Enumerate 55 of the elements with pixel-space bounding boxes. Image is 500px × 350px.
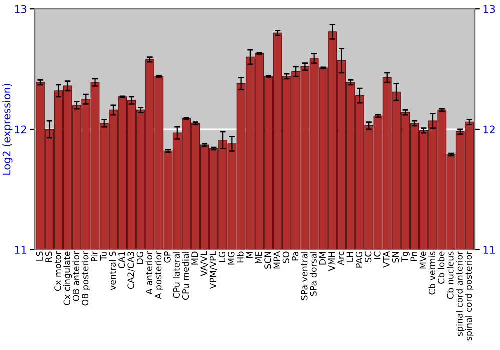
x-tick-label: PAG [356,252,363,268]
x-tick-label: RS [46,252,52,262]
x-tick-label: Pir [91,251,98,262]
x-tick-label: M [246,252,253,258]
x-tick-label: OB posterior [82,251,90,306]
x-tick-label: Cb lobe [438,252,445,284]
y2-tick-label: 12 [484,126,495,134]
y-tick-label: 13 [15,5,27,14]
x-tick-label: SO [282,252,290,264]
x-tick-label: Cx cingulate [64,252,72,306]
x-tick-label: Arc [338,252,344,266]
x-tick-label: GP [164,252,171,263]
x-tick-label: VA/VL [200,251,208,276]
x-tick-label: SPa ventral [300,252,308,300]
x-tick-label: SPa dorsal [310,252,317,296]
x-tick-label: spinal cord anterior [456,251,465,336]
x-tick-label: DM [320,252,326,265]
x-tick-label: LH [346,252,354,262]
y-tick-label: 11 [15,246,26,254]
y2-tick-label: 13 [484,5,496,14]
x-tick-label: VPM/VPL [210,251,218,290]
x-tick-label: A anterior [146,251,153,295]
x-tick-label: Cb vermis [428,252,436,295]
x-tick-label: Tu [100,252,107,261]
x-tick-label: CPu medial [182,252,190,300]
x-tick-label: MD [192,252,198,265]
x-tick-label: MG [228,252,235,265]
y-tick-label: 12 [15,126,26,134]
x-tick-label: A posterior [154,251,164,300]
x-tick-label: Pa [292,252,299,261]
x-tick-label: CA2/CA3 [128,252,135,290]
x-tick-label: VTA [383,251,390,268]
x-tick-label: MVe [420,252,426,269]
x-tick-label: spinal cord posterior [465,251,474,341]
y2-tick-label: 11 [484,246,495,254]
x-tick-label: SC [365,252,372,262]
x-tick-label: LG [218,252,226,262]
x-tick-label: CPu lateral [173,252,180,298]
x-tick-label: MPA [274,251,280,269]
x-tick-label: Cx motor [54,251,62,292]
x-tick-label: SN [392,252,400,263]
x-tick-label: DG [136,252,144,264]
x-tick-label: ventral S [109,252,116,290]
x-tick-label: Tg [402,252,410,262]
x-tick-label: Hb [237,252,244,263]
x-tick-label: LS [36,252,44,261]
x-tick-label: Pn [410,252,418,262]
x-tick-label: VMH [328,252,336,272]
x-tick-label: ME [256,252,262,264]
y-axis-title: Log2 (expression) [2,84,13,175]
x-tick-label: OB anterior [72,251,80,302]
x-tick-label: CA1 [118,252,126,268]
x-tick-label: SCN [264,252,272,269]
x-tick-label: IC [374,252,381,260]
x-tick-label: Cb nucleus [447,252,454,300]
